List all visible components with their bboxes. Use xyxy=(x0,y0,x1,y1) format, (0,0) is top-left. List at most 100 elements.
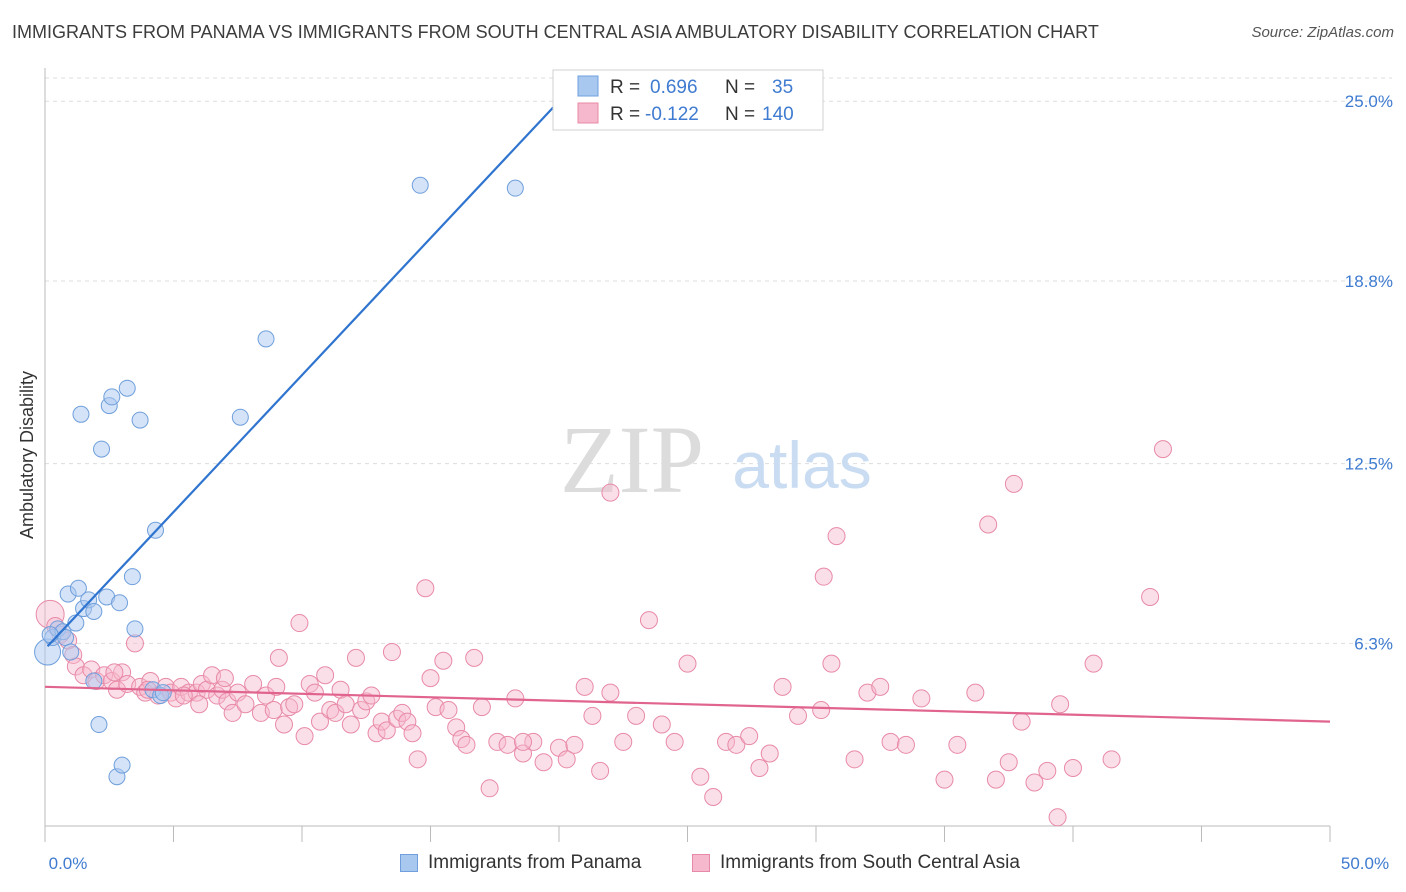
stats-legend: R = 0.696 N = 35 R = -0.122 N = 140 xyxy=(552,69,824,131)
asia-data-point xyxy=(1153,440,1172,459)
asia-data-point xyxy=(912,689,931,708)
asia-data-point xyxy=(812,701,831,720)
asia-data-point xyxy=(717,732,736,751)
asia-data-point xyxy=(236,695,255,714)
asia-data-point xyxy=(591,761,610,780)
y-tick-label: 25.0% xyxy=(1345,92,1393,111)
asia-data-point xyxy=(665,732,684,751)
asia-data-point xyxy=(760,744,779,763)
asia-legend-label: Immigrants from South Central Asia xyxy=(720,852,1020,873)
asia-data-point xyxy=(377,721,396,740)
asia-data-point xyxy=(434,651,453,670)
asia-data-point xyxy=(264,701,283,720)
asia-data-point xyxy=(480,779,499,798)
asia-data-point xyxy=(514,732,533,751)
asia-data-point xyxy=(305,683,324,702)
asia-data-point xyxy=(190,695,209,714)
panama-trend-line xyxy=(46,100,560,648)
y-tick-label: 12.5% xyxy=(1345,455,1393,474)
asia-data-point xyxy=(393,703,412,722)
panama-r-value: 0.696 xyxy=(650,77,698,98)
asia-data-point xyxy=(727,735,746,754)
panama-data-point xyxy=(231,408,249,426)
bottom-legend: Immigrants from Panama Immigrants from S… xyxy=(0,852,1406,878)
asia-data-point xyxy=(948,735,967,754)
asia-data-point xyxy=(789,706,808,725)
asia-data-point xyxy=(691,767,710,786)
asia-data-point xyxy=(290,614,309,633)
asia-data-point xyxy=(881,732,900,751)
panama-data-point xyxy=(41,626,59,644)
asia-trend-line xyxy=(44,685,1331,723)
panama-data-point xyxy=(123,568,141,586)
watermark: ZIP atlas xyxy=(560,406,872,513)
trend-lines xyxy=(44,100,1331,723)
asia-data-point xyxy=(269,648,288,667)
asia-data-point xyxy=(416,579,435,598)
axes xyxy=(44,68,1331,842)
asia-data-point xyxy=(215,669,234,688)
asia-n-value: 140 xyxy=(762,104,794,125)
asia-data-point xyxy=(336,695,355,714)
chart-title: IMMIGRANTS FROM PANAMA VS IMMIGRANTS FRO… xyxy=(12,22,1099,42)
asia-data-point xyxy=(310,712,329,731)
asia-n-label: N = xyxy=(725,104,755,125)
y-tick-labels: 6.3% 12.5% 18.8% 25.0% xyxy=(1345,92,1393,653)
panama-data-point xyxy=(69,579,87,597)
y-axis-label: Ambulatory Disability xyxy=(17,371,37,539)
x-tick-label: 0.0% xyxy=(49,854,88,873)
panama-data-point xyxy=(111,594,129,612)
asia-data-point xyxy=(498,735,517,754)
panama-data-point xyxy=(131,411,149,429)
panama-data-point xyxy=(257,330,275,348)
asia-data-point xyxy=(678,654,697,673)
asia-data-point xyxy=(601,683,620,702)
asia-data-point xyxy=(845,750,864,769)
asia-data-point xyxy=(704,788,723,807)
asia-data-point xyxy=(295,727,314,746)
asia-data-point xyxy=(614,732,633,751)
asia-data-point xyxy=(275,715,294,734)
asia-data-point xyxy=(403,724,422,743)
asia-data-point xyxy=(627,706,646,725)
asia-data-point xyxy=(652,715,671,734)
asia-stats-swatch xyxy=(577,102,599,124)
asia-data-point xyxy=(382,643,401,662)
panama-data-point xyxy=(506,179,524,197)
asia-data-point xyxy=(814,567,833,586)
panama-data-point xyxy=(85,672,103,690)
asia-data-point xyxy=(534,753,553,772)
asia-data-point xyxy=(1025,773,1044,792)
asia-series-points xyxy=(35,440,1172,827)
asia-data-point xyxy=(1084,654,1103,673)
asia-data-point xyxy=(465,648,484,667)
panama-data-point xyxy=(113,756,131,774)
panama-data-point xyxy=(85,602,103,620)
asia-r-label: R = xyxy=(610,104,640,125)
asia-data-point xyxy=(1064,759,1082,778)
panama-n-label: N = xyxy=(725,77,755,98)
asia-data-point xyxy=(223,703,242,722)
asia-data-point xyxy=(113,663,132,682)
panama-data-point xyxy=(126,620,144,638)
asia-data-point xyxy=(439,701,458,720)
asia-data-point xyxy=(740,727,759,746)
asia-data-point xyxy=(457,735,476,754)
asia-data-point xyxy=(979,515,998,534)
legend-item-asia: Immigrants from South Central Asia xyxy=(692,852,1020,874)
asia-data-point xyxy=(398,712,417,731)
asia-data-point xyxy=(896,735,915,754)
asia-data-point xyxy=(388,709,407,728)
x-tick-labels: 0.0% 50.0% xyxy=(49,854,1389,873)
asia-data-point xyxy=(1048,808,1067,827)
panama-data-point xyxy=(62,643,80,661)
asia-data-point xyxy=(827,527,846,546)
asia-data-point xyxy=(1004,474,1023,493)
asia-data-point xyxy=(179,683,198,702)
panama-n-value: 35 xyxy=(772,77,793,98)
asia-data-point xyxy=(871,677,890,696)
asia-data-point xyxy=(346,648,365,667)
panama-r-label: R = xyxy=(610,77,640,98)
asia-data-point xyxy=(213,680,232,699)
